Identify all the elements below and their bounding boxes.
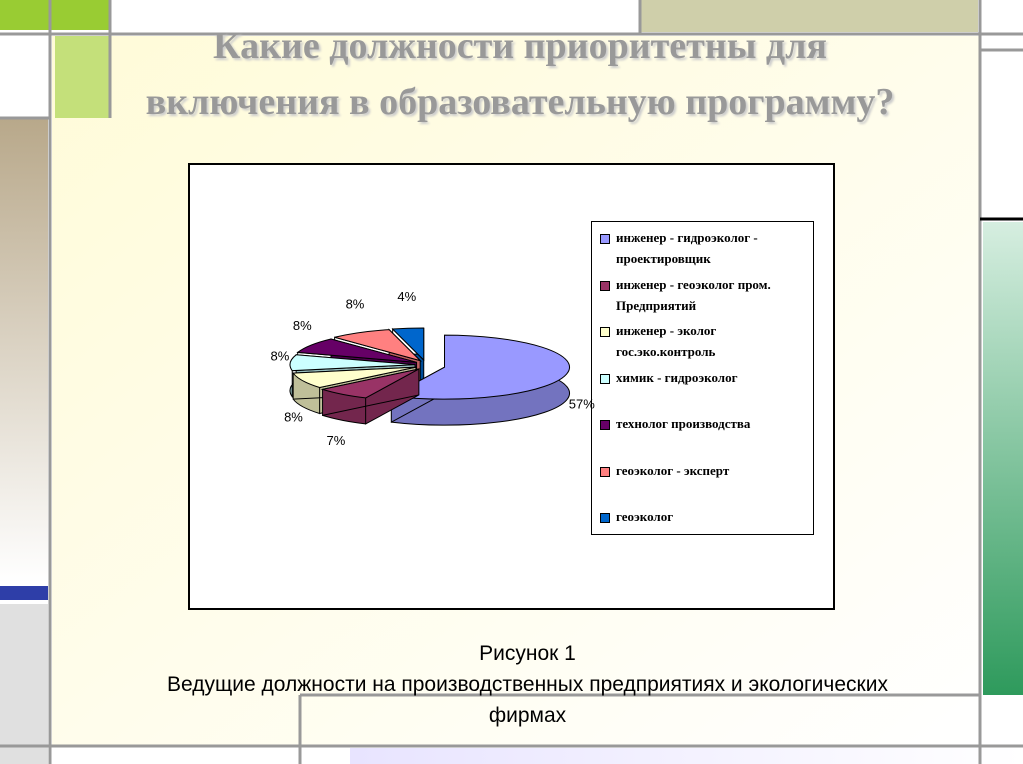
legend-label: геоэколог <box>616 509 674 524</box>
pie-slice <box>296 338 417 363</box>
chart: 57% 7% 8% 8% 8% 8% 4% инженер - гидроэколог - … <box>188 163 835 610</box>
legend-item: химик - гидроэколог <box>600 367 807 414</box>
legend-label: инженер - гидроэколог - проектировщик <box>616 230 758 266</box>
legend-label: инженер - геоэколог пром. Предприятий <box>616 276 771 313</box>
data-label: 8% <box>271 348 290 363</box>
data-label: 8% <box>293 318 312 333</box>
legend-item: геоэколог <box>600 506 807 553</box>
pie-slice <box>289 354 416 372</box>
legend-label: химик - гидроэколог <box>616 369 738 385</box>
legend-swatch <box>600 466 610 477</box>
legend-swatch <box>600 234 610 244</box>
caption-text: Ведущие должности на производственных пр… <box>167 673 888 727</box>
data-label: 57% <box>569 396 595 411</box>
legend-swatch <box>600 513 610 523</box>
slide-title: Какие должности приоритетны для включени… <box>145 25 895 123</box>
legend-label: геоэколог - эксперт <box>616 462 730 478</box>
pie-slice <box>389 334 570 400</box>
legend-swatch <box>600 327 610 337</box>
pie-plot: 57%7%8%8%8%8% 4% <box>271 289 596 448</box>
legend-item: технолог производства <box>600 413 807 460</box>
legend-swatch <box>600 280 610 291</box>
legend-item: инженер - гидроэколог - проектировщик <box>600 227 807 274</box>
legend-swatch <box>600 420 610 430</box>
pie-slice <box>391 327 425 362</box>
legend-item: инженер - эколог гос.эко.контроль <box>600 320 807 367</box>
pie-slice <box>320 368 420 399</box>
legend-label: инженер - эколог гос.эко.контроль <box>616 323 717 359</box>
caption: Рисунок 1 Ведущие должности на производс… <box>160 638 895 731</box>
data-label: 4% <box>397 289 416 304</box>
legend-label: технолог производства <box>616 416 751 431</box>
legend-swatch <box>600 373 610 384</box>
pie-slice <box>334 329 422 362</box>
data-label: 8% <box>284 410 303 425</box>
data-label: 7% <box>327 433 346 448</box>
pie-slice <box>292 366 417 389</box>
data-label: 8% <box>346 296 365 311</box>
legend-item: геоэколог - эксперт <box>600 460 807 507</box>
caption-label: Рисунок 1 <box>479 642 576 665</box>
legend-item: инженер - геоэколог пром. Предприятий <box>600 274 807 321</box>
legend: инженер - гидроэколог - проектировщик инж… <box>591 221 814 535</box>
